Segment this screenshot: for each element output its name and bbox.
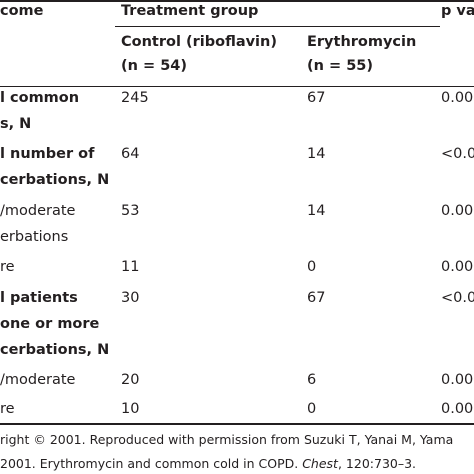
row-2-label-line1: l number of bbox=[0, 146, 95, 162]
row-2-label-line2: cerbations, N bbox=[0, 172, 110, 188]
row-5-p-value: <0.0 bbox=[441, 290, 474, 306]
header-outcome: come bbox=[0, 3, 44, 19]
row-7-p-value: 0.00 bbox=[441, 401, 474, 417]
footnote-line1: right © 2001. Reproduced with permission… bbox=[0, 432, 454, 447]
table-top-rule bbox=[0, 0, 474, 2]
row-3-control: 53 bbox=[121, 203, 140, 219]
row-1-erythromycin: 67 bbox=[307, 90, 326, 106]
row-3-erythromycin: 14 bbox=[307, 203, 326, 219]
row-1-label-line2: s, N bbox=[0, 116, 32, 132]
header-p-value: p va bbox=[441, 3, 474, 19]
row-7-control: 10 bbox=[121, 401, 140, 417]
treatment-group-rule bbox=[115, 26, 440, 27]
row-2-p-value: <0.0 bbox=[441, 146, 474, 162]
row-5-label-line1: l patients bbox=[0, 290, 78, 306]
row-6-control: 20 bbox=[121, 372, 140, 388]
footnote-citation-text: 2001. Erythromycin and common cold in CO… bbox=[0, 456, 303, 471]
row-5-label-line3: cerbations, N bbox=[0, 342, 110, 358]
row-5-control: 30 bbox=[121, 290, 140, 306]
row-6-erythromycin: 6 bbox=[307, 372, 317, 388]
row-5-erythromycin: 67 bbox=[307, 290, 326, 306]
row-7-label: re bbox=[0, 401, 15, 417]
row-3-label-line1: /moderate bbox=[0, 203, 76, 219]
row-6-label: /moderate bbox=[0, 372, 76, 388]
row-5-label-line2: one or more bbox=[0, 316, 100, 332]
row-1-control: 245 bbox=[121, 90, 149, 106]
row-7-erythromycin: 0 bbox=[307, 401, 317, 417]
row-2-erythromycin: 14 bbox=[307, 146, 326, 162]
row-1-p-value: 0.00 bbox=[441, 90, 474, 106]
header-control-line2: (n = 54) bbox=[121, 58, 188, 74]
footnote-citation-pages: , 120:730–3. bbox=[337, 456, 417, 471]
row-4-erythromycin: 0 bbox=[307, 259, 317, 275]
header-treatment-group: Treatment group bbox=[121, 3, 259, 19]
row-4-control: 11 bbox=[121, 259, 140, 275]
row-6-p-value: 0.00 bbox=[441, 372, 474, 388]
row-4-p-value: 0.00 bbox=[441, 259, 474, 275]
footnote-journal-name: Chest bbox=[302, 456, 338, 471]
row-3-p-value: 0.00 bbox=[441, 203, 474, 219]
header-erythromycin-line1: Erythromycin bbox=[307, 34, 417, 50]
header-bottom-rule bbox=[0, 86, 474, 87]
row-2-control: 64 bbox=[121, 146, 140, 162]
row-3-label-line2: erbations bbox=[0, 229, 69, 245]
table-bottom-rule bbox=[0, 423, 474, 425]
header-erythromycin-line2: (n = 55) bbox=[307, 58, 374, 74]
row-4-label: re bbox=[0, 259, 15, 275]
row-1-label-line1: l common bbox=[0, 90, 80, 106]
header-control-line1: Control (riboflavin) bbox=[121, 34, 277, 50]
footnote-line2: 2001. Erythromycin and common cold in CO… bbox=[0, 456, 416, 471]
